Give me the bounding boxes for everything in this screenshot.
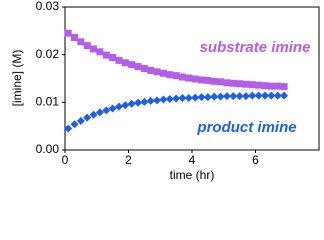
point — [134, 98, 143, 107]
point — [274, 82, 282, 90]
point — [115, 56, 123, 64]
point — [236, 80, 244, 88]
series-label: substrate imine — [200, 39, 311, 56]
point — [172, 72, 180, 80]
point — [178, 73, 186, 81]
point — [146, 96, 155, 105]
point — [229, 92, 238, 101]
point — [153, 68, 161, 76]
point — [64, 29, 72, 37]
point — [166, 71, 174, 79]
point — [102, 106, 111, 115]
point — [254, 91, 263, 100]
point — [261, 91, 270, 100]
point — [235, 92, 244, 101]
x-tick-label: 6 — [252, 153, 259, 167]
point — [178, 94, 187, 103]
point — [64, 124, 73, 133]
point — [217, 78, 225, 86]
point — [191, 75, 199, 83]
point — [83, 113, 92, 122]
point — [216, 92, 225, 101]
point — [198, 76, 206, 84]
point — [153, 96, 162, 105]
point — [102, 51, 110, 59]
point — [280, 91, 289, 100]
point — [280, 83, 288, 91]
point — [197, 93, 206, 102]
point — [222, 92, 231, 101]
point — [83, 42, 91, 50]
point — [210, 77, 218, 85]
point — [140, 64, 148, 72]
point — [241, 92, 250, 101]
point — [121, 59, 129, 67]
point — [165, 94, 174, 103]
x-tick-label: 0 — [62, 153, 69, 167]
point — [134, 63, 142, 71]
point — [70, 120, 79, 129]
y-tick-label: 0.01 — [36, 95, 60, 109]
point — [191, 93, 200, 102]
point — [267, 82, 275, 90]
point — [90, 45, 98, 53]
point — [172, 94, 181, 103]
chart: [imine] (M) time (hr) 0.00 0.01 0.02 0.03 0 2… — [10, 0, 320, 182]
point — [273, 91, 282, 100]
point — [140, 97, 149, 106]
point — [71, 34, 79, 42]
point — [229, 79, 237, 87]
y-tick-label: 0.03 — [36, 0, 60, 13]
x-tick-label: 2 — [125, 153, 132, 167]
point — [95, 108, 104, 117]
point — [109, 54, 117, 62]
point — [242, 80, 250, 88]
point — [89, 110, 98, 119]
point — [204, 76, 212, 84]
point — [127, 99, 136, 108]
point — [128, 61, 136, 69]
point — [248, 81, 256, 89]
point — [210, 92, 219, 101]
point — [159, 95, 168, 104]
point — [76, 116, 85, 125]
point — [248, 91, 257, 100]
point — [147, 66, 155, 74]
point — [121, 101, 130, 110]
point — [159, 69, 167, 77]
point — [96, 48, 104, 56]
point — [185, 74, 193, 82]
point — [108, 104, 117, 113]
point — [114, 102, 123, 111]
y-tick-label: 0.00 — [36, 142, 60, 156]
y-axis-label: [imine] (M) — [10, 50, 24, 107]
series-label: product imine — [196, 119, 296, 136]
y-tick-label: 0.02 — [36, 47, 60, 61]
point — [223, 79, 231, 87]
point — [184, 94, 193, 103]
x-tick-label: 4 — [189, 153, 196, 167]
point — [77, 38, 85, 46]
x-axis-label: time (hr) — [170, 168, 215, 182]
point — [203, 93, 212, 102]
point — [267, 91, 276, 100]
point — [261, 82, 269, 90]
point — [255, 81, 263, 89]
